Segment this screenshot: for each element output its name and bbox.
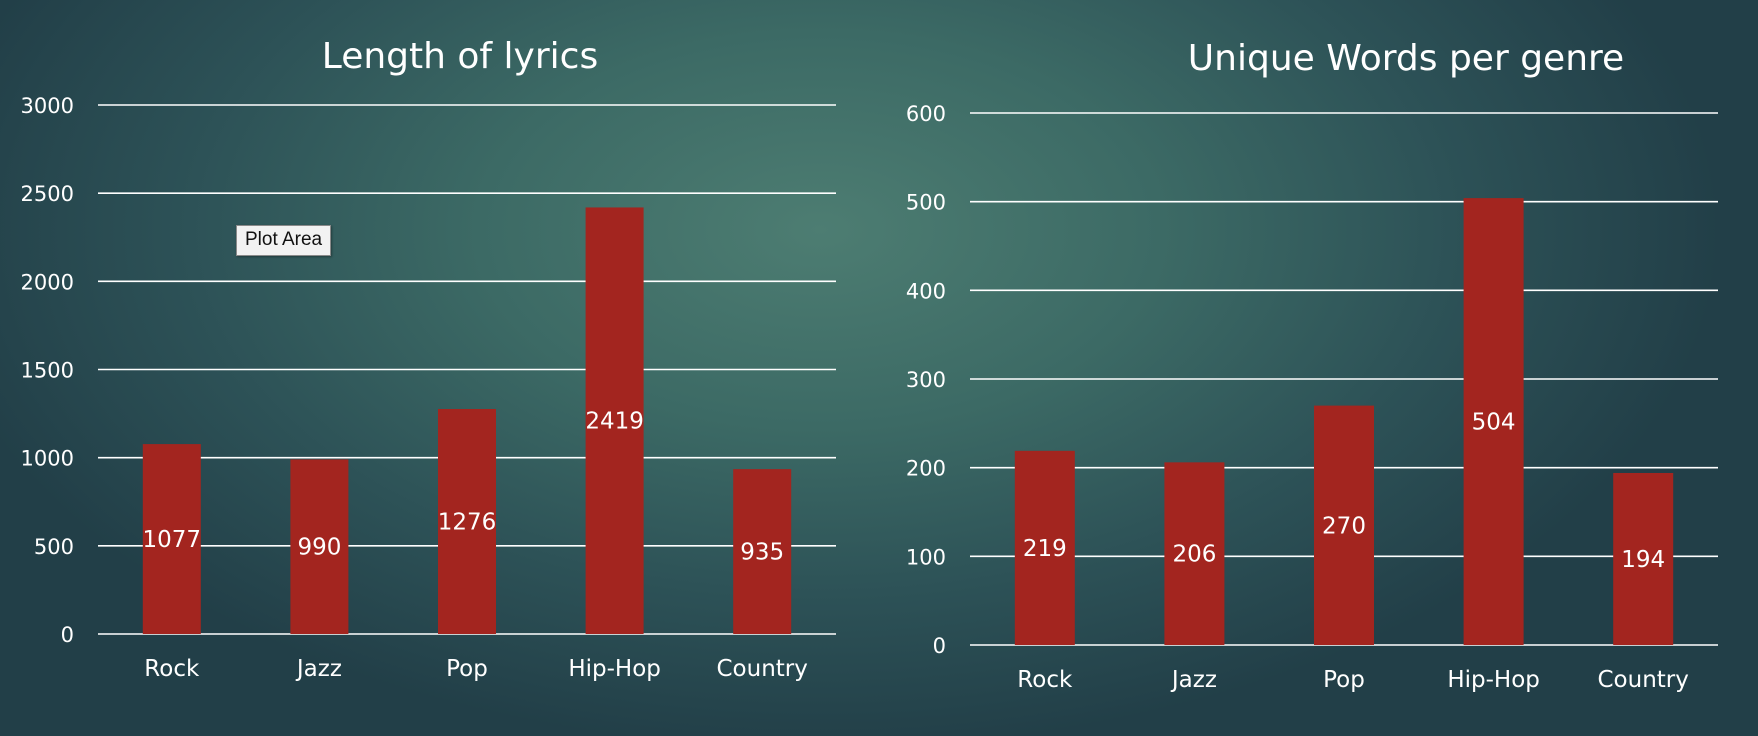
data-label: 1077 [143, 527, 202, 553]
y-tick-label: 3000 [21, 94, 74, 118]
bar-jazz [290, 459, 349, 634]
bar-hip-hop [1463, 198, 1524, 645]
x-axis-categories: Rock Jazz Pop Hip-Hop Country [1017, 667, 1689, 693]
bars: 219 206 270 504 194 [1014, 198, 1674, 645]
x-category-label: Pop [1323, 667, 1365, 693]
data-label: 194 [1621, 547, 1665, 573]
y-tick-label: 300 [906, 368, 946, 392]
chart-title: Unique Words per genre [1188, 38, 1624, 79]
x-category-label: Rock [1017, 667, 1073, 693]
bar-jazz [1164, 462, 1225, 645]
bar-country [1613, 472, 1674, 645]
chart-title: Length of lyrics [322, 36, 598, 77]
y-tick-label: 500 [906, 191, 946, 215]
x-category-label: Country [717, 656, 808, 682]
bar-hip-hop [585, 207, 644, 635]
x-category-label: Jazz [1170, 667, 1217, 693]
x-category-label: Jazz [295, 656, 342, 682]
bar-country [733, 469, 792, 634]
y-tick-label: 0 [61, 623, 74, 647]
data-label: 219 [1023, 536, 1067, 562]
y-tick-label: 1000 [21, 447, 74, 471]
y-tick-label: 600 [906, 102, 946, 126]
x-category-label: Country [1598, 667, 1689, 693]
data-label: 2419 [585, 409, 644, 435]
data-label: 1276 [438, 509, 497, 535]
x-category-label: Hip-Hop [1447, 667, 1540, 693]
y-tick-label: 100 [906, 545, 946, 569]
x-category-label: Rock [144, 656, 200, 682]
y-tick-label: 400 [906, 279, 946, 303]
y-tick-label: 0 [933, 634, 946, 658]
y-tick-label: 2000 [21, 270, 74, 294]
x-category-label: Hip-Hop [568, 656, 661, 682]
y-axis-ticks: 0 500 1000 1500 2000 2500 3000 [21, 94, 74, 647]
data-label: 935 [740, 540, 784, 566]
data-label: 990 [297, 535, 341, 561]
bar-pop [1314, 405, 1374, 645]
y-tick-label: 1500 [21, 359, 74, 383]
bar-rock [142, 444, 201, 634]
y-tick-label: 500 [34, 535, 74, 559]
bar-rock [1014, 450, 1075, 645]
y-axis-ticks: 0 100 200 300 400 500 600 [906, 102, 946, 658]
data-label: 504 [1472, 410, 1516, 436]
unique-words-chart: Unique Words per genre 0 100 200 300 400 500 6… [906, 38, 1718, 693]
data-label: 206 [1172, 542, 1216, 568]
lyrics-length-chart: Length of lyrics 0 500 1000 1500 2000 2500 300… [21, 36, 836, 682]
data-label: 270 [1322, 513, 1366, 539]
y-tick-label: 200 [906, 457, 946, 481]
bar-pop [438, 408, 496, 634]
y-tick-label: 2500 [21, 182, 74, 206]
x-axis-categories: Rock Jazz Pop Hip-Hop Country [144, 656, 808, 682]
bars: 1077 990 1276 2419 935 [142, 207, 792, 635]
x-category-label: Pop [446, 656, 488, 682]
plot-area-tooltip: Plot Area [236, 225, 332, 256]
